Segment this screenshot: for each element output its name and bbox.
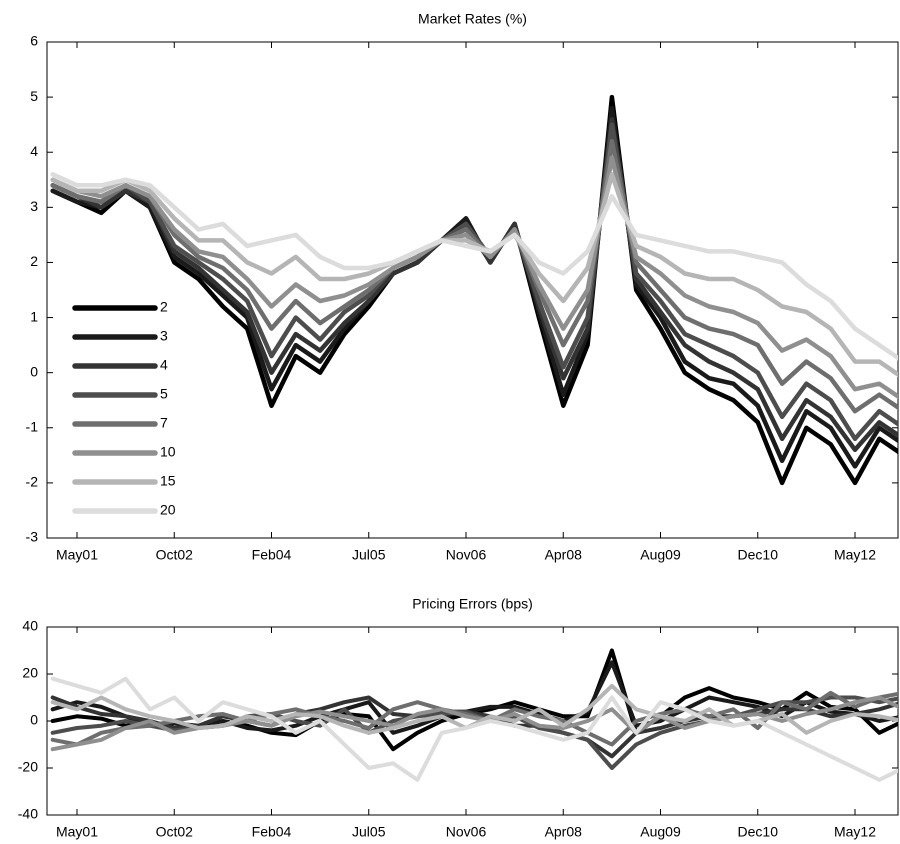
x-tick-label: May12 <box>834 824 876 840</box>
y-tick-label: 6 <box>30 33 38 49</box>
x-tick-label: Feb04 <box>252 547 292 563</box>
y-tick-label: -20 <box>18 759 38 775</box>
x-tick-label: Dec10 <box>738 824 779 840</box>
legend-label: 7 <box>160 415 168 431</box>
y-tick-label: -2 <box>26 474 39 490</box>
y-tick-label: 1 <box>30 308 38 324</box>
y-tick-label: 3 <box>30 198 38 214</box>
y-tick-label: 4 <box>30 143 38 159</box>
chart-title: Market Rates (%) <box>418 11 527 27</box>
legend-label: 3 <box>160 328 168 344</box>
legend-label: 20 <box>160 502 176 518</box>
x-tick-label: May01 <box>56 824 98 840</box>
legend-label: 10 <box>160 444 176 460</box>
chart-title: Pricing Errors (bps) <box>412 596 533 612</box>
series-line <box>50 172 898 361</box>
series-line <box>50 122 898 442</box>
y-tick-label: 2 <box>30 253 38 269</box>
plot-frame <box>46 41 899 539</box>
plot-area <box>50 648 898 782</box>
y-tick-label: 40 <box>22 618 38 634</box>
legend-label: 2 <box>160 299 168 315</box>
x-tick-label: Dec10 <box>738 547 779 563</box>
series-line <box>50 105 898 469</box>
x-tick-label: Apr08 <box>545 547 583 563</box>
plot-area <box>50 94 898 486</box>
x-tick-label: May01 <box>56 547 98 563</box>
series-line <box>50 138 898 414</box>
x-tick-label: Feb04 <box>252 824 292 840</box>
x-tick-label: May12 <box>834 547 876 563</box>
x-tick-label: Jul05 <box>352 547 386 563</box>
x-tick-label: Oct02 <box>156 824 194 840</box>
x-tick-label: Oct02 <box>156 547 194 563</box>
legend-label: 4 <box>160 357 168 373</box>
series-line <box>50 648 898 752</box>
x-tick-label: Aug09 <box>640 824 681 840</box>
y-tick-label: 5 <box>30 88 38 104</box>
y-tick-label: -40 <box>18 806 38 822</box>
y-tick-label: 0 <box>30 712 38 728</box>
x-tick-label: Apr08 <box>545 824 583 840</box>
series-line <box>50 155 898 400</box>
y-tick-label: 0 <box>30 363 38 379</box>
x-tick-label: Jul05 <box>352 824 386 840</box>
x-tick-label: Nov06 <box>446 547 487 563</box>
series-line <box>50 172 898 378</box>
series-line <box>50 676 898 782</box>
y-tick-label: 20 <box>22 665 38 681</box>
y-tick-label: -1 <box>26 418 39 434</box>
legend-label: 15 <box>160 473 176 489</box>
x-tick-label: Aug09 <box>640 547 681 563</box>
y-tick-label: -3 <box>26 529 39 545</box>
x-tick-label: Nov06 <box>446 824 487 840</box>
series-line <box>50 683 898 735</box>
legend-label: 5 <box>160 386 168 402</box>
